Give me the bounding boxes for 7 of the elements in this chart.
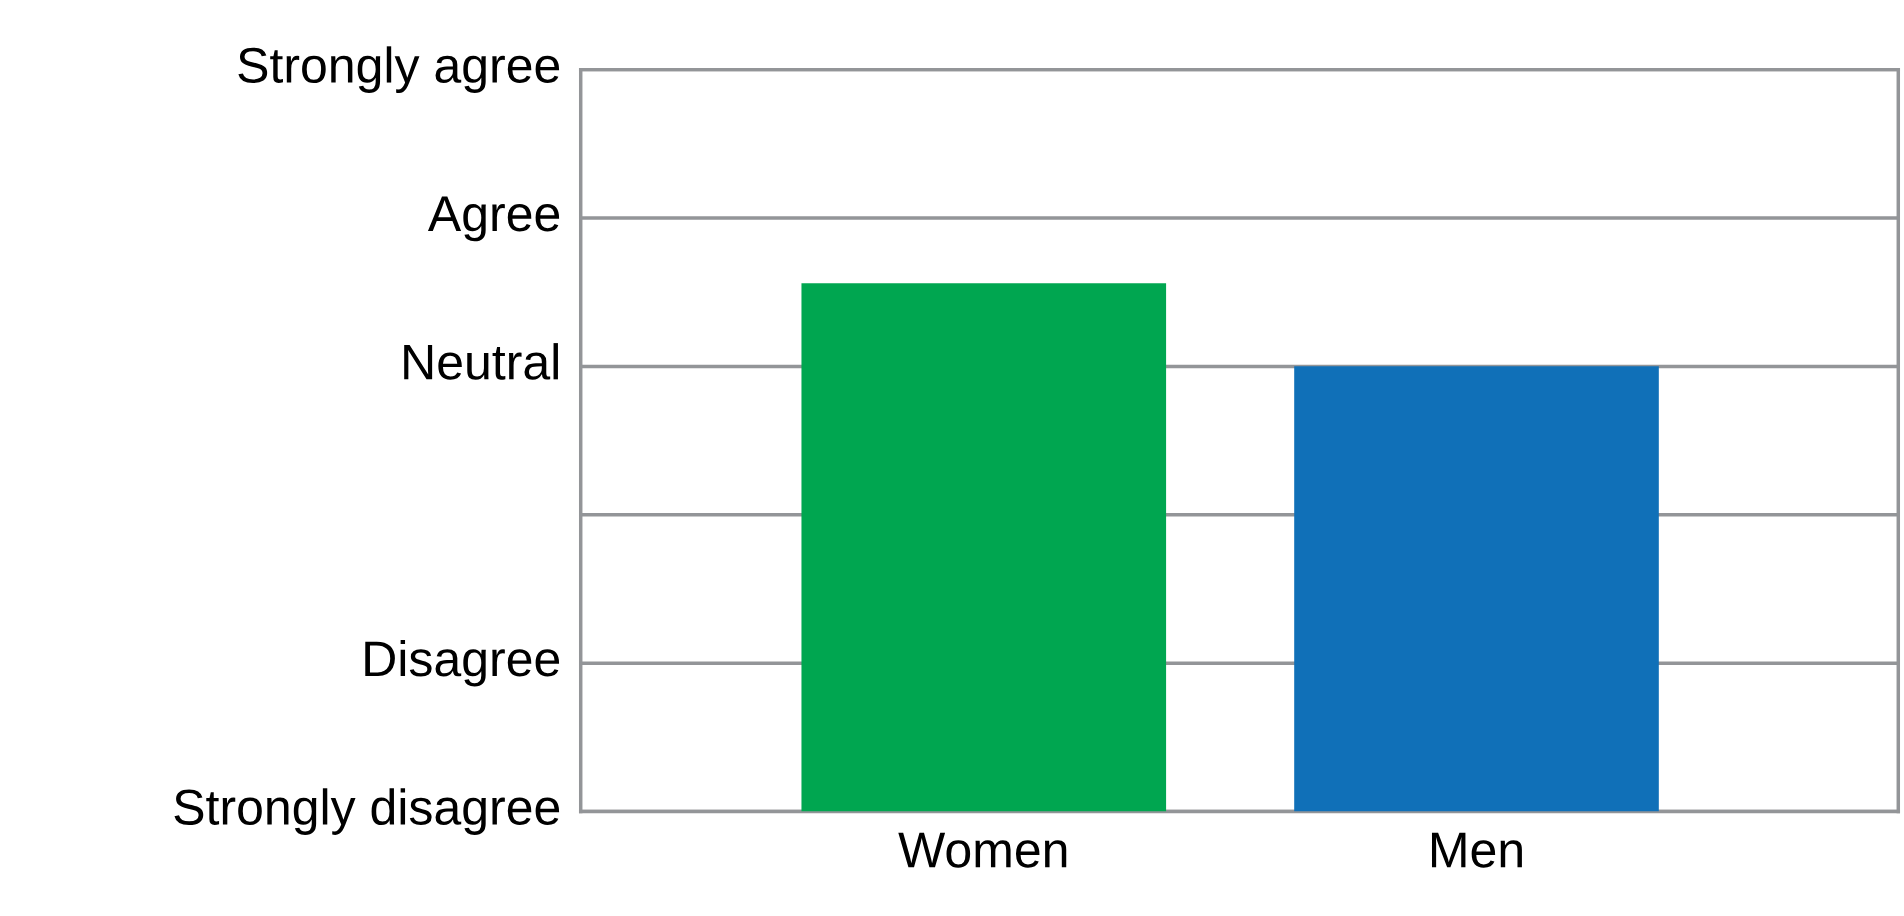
x-tick-label: Women bbox=[898, 832, 1067, 868]
text: Strongly agree bbox=[238, 46, 560, 93]
x-tick-label: Men bbox=[1431, 832, 1522, 868]
text: Neutral bbox=[404, 343, 558, 380]
text: Strongly disagree bbox=[174, 788, 560, 835]
text: Agree bbox=[427, 196, 560, 242]
text: Disagree bbox=[365, 639, 560, 687]
